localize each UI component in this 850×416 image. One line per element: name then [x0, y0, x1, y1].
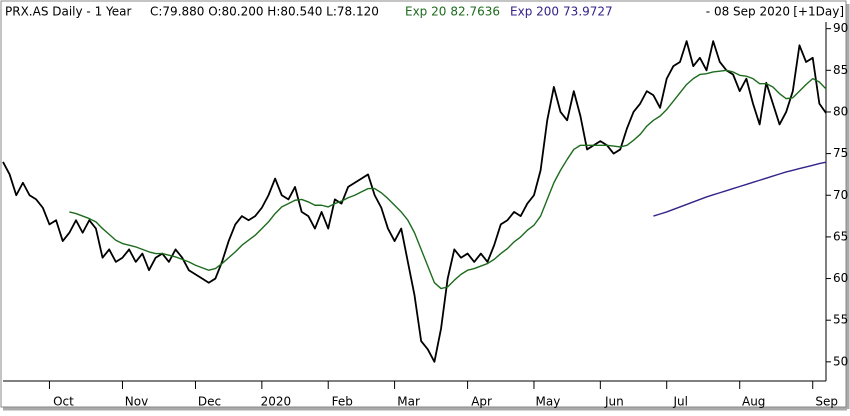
- period: [+1Day]: [793, 5, 844, 19]
- x-tick-label: 2020: [261, 395, 292, 409]
- x-tick-label: Feb: [332, 395, 353, 409]
- legend-name: Exp 200: [510, 5, 559, 19]
- x-tick-label: Jun: [604, 395, 624, 409]
- y-tick-label: 50: [833, 354, 848, 368]
- legend-value: 82.7636: [450, 5, 500, 19]
- y-tick-label: 85: [833, 63, 848, 77]
- y-tick-label: 80: [833, 104, 848, 118]
- x-tick-label: Apr: [471, 395, 492, 409]
- legend-name: Exp 20: [405, 5, 446, 19]
- x-tick-label: Dec: [198, 395, 221, 409]
- y-tick-label: 60: [833, 271, 848, 285]
- x-tick-label: May: [536, 395, 561, 409]
- x-tick-label: Aug: [742, 395, 765, 409]
- x-tick-label: Oct: [53, 395, 74, 409]
- y-tick-label: 75: [833, 146, 848, 160]
- y-tick-label: 55: [833, 313, 848, 327]
- y-tick-label: 70: [833, 188, 848, 202]
- x-tick-label: Nov: [125, 395, 148, 409]
- legend-value: 73.9727: [563, 5, 613, 19]
- date: - 08 Sep 2020: [706, 5, 790, 19]
- y-tick-label: 90: [833, 21, 848, 35]
- ohlc: C:79.880 O:80.200 H:80.540 L:78.120: [150, 5, 379, 19]
- x-tick-label: Sep: [815, 395, 838, 409]
- series-line: [653, 161, 827, 217]
- chart-title: PRX.AS Daily - 1 Year: [5, 5, 131, 19]
- series-line: [2, 40, 827, 363]
- x-tick-label: Jul: [672, 395, 687, 409]
- series-line: [69, 69, 827, 290]
- y-tick-label: 65: [833, 229, 848, 243]
- x-tick-label: Mar: [397, 395, 420, 409]
